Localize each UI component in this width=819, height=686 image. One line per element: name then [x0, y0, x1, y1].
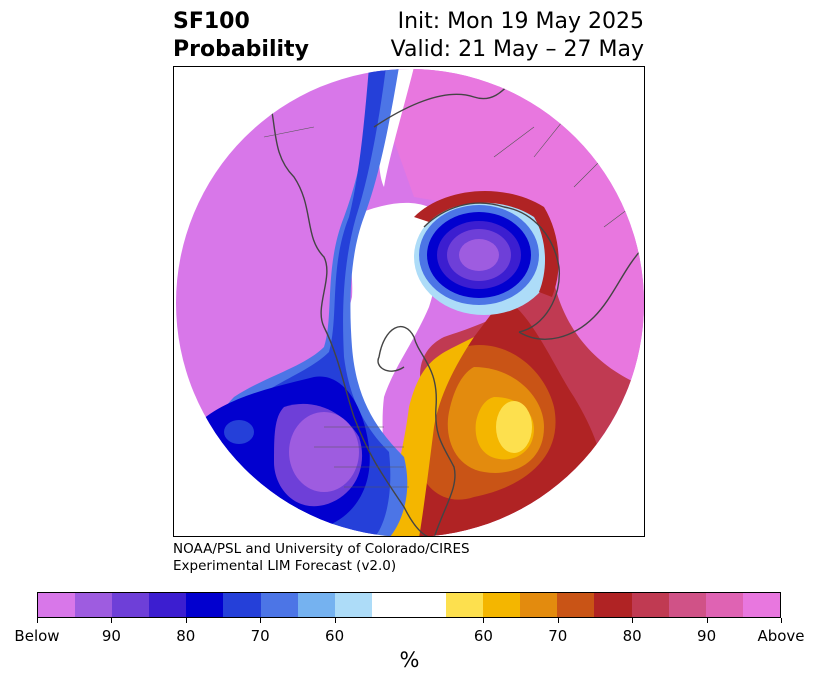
colorbar-segment — [334, 593, 372, 617]
colorbar-tick-label: 80 — [622, 627, 642, 645]
colorbar-tick — [632, 618, 634, 623]
colorbar-tick — [37, 618, 38, 623]
variable-name: SF100 — [173, 9, 250, 34]
colorbar-segment — [371, 593, 409, 617]
eurasia-borders — [493, 106, 644, 228]
colorbar-tick-label: 90 — [697, 627, 717, 645]
colorbar-segment — [742, 593, 780, 617]
colorbar-tick — [260, 618, 262, 623]
colorbar-tick — [334, 618, 336, 623]
colorbar-segment — [149, 593, 187, 617]
credit-text: NOAA/PSL and University of Colorado/CIRE… — [173, 541, 470, 575]
hudson-bay — [377, 325, 415, 372]
forecast-dates: Init: Mon 19 May 2025 Valid: 21 May – 27… — [391, 8, 644, 64]
north-america-east-coast — [413, 336, 456, 536]
scandinavia-coast — [518, 246, 644, 340]
colorbar-tick — [185, 618, 187, 623]
arctic-trough-center — [459, 239, 499, 271]
colorbar-segment — [75, 593, 113, 617]
colorbar-segment — [705, 593, 743, 617]
colorbar-tick — [111, 618, 113, 623]
colorbar-tick-label: Above — [757, 627, 805, 645]
credit-line-2: Experimental LIM Forecast (v2.0) — [173, 558, 397, 574]
colorbar-tick — [781, 618, 782, 623]
colorbar-tick-label: 90 — [101, 627, 121, 645]
colorbar-segment — [297, 593, 335, 617]
colorbar-tick-label: 60 — [473, 627, 493, 645]
colorbar-segment — [631, 593, 669, 617]
arctic-warm-arc — [414, 190, 559, 297]
credit-line-1: NOAA/PSL and University of Colorado/CIRE… — [173, 541, 470, 557]
colorbar-tick — [483, 618, 485, 623]
probability-field — [176, 69, 644, 536]
arctic-coast — [423, 202, 560, 333]
colorbar-tick-label: 70 — [548, 627, 568, 645]
colorbar-segment — [223, 593, 261, 617]
north-america-west-coast — [253, 69, 435, 536]
us-state-lines — [314, 426, 409, 488]
valid-dates: Valid: 21 May – 27 May — [390, 37, 644, 62]
colorbar-tick-label: 70 — [250, 627, 270, 645]
colorbar-segment — [446, 593, 484, 617]
map-title: SF100 Probability — [173, 8, 309, 64]
colorbar-segment — [112, 593, 150, 617]
init-date: Init: Mon 19 May 2025 — [397, 9, 644, 34]
colorbar-unit: % — [399, 648, 420, 672]
colorbar-segment — [186, 593, 224, 617]
colorbar-segment — [594, 593, 632, 617]
colorbar-segment — [260, 593, 298, 617]
colorbar-tick — [706, 618, 708, 623]
atlantic-max-center — [496, 401, 532, 453]
colorbar-tick-label: Below — [14, 627, 60, 645]
pacific-blue-spot — [224, 420, 254, 444]
colorbar-segment — [38, 593, 76, 617]
variable-subtitle: Probability — [173, 37, 309, 62]
colorbar-segment — [520, 593, 558, 617]
colorbar-tick — [557, 618, 559, 623]
colorbar-segment — [483, 593, 521, 617]
forecast-map — [173, 66, 645, 537]
colorbar — [37, 592, 781, 618]
polar-projection-map — [176, 69, 644, 536]
colorbar-segment — [557, 593, 595, 617]
colorbar-segment — [408, 593, 447, 617]
colorbar-segment — [668, 593, 706, 617]
colorbar-tick-label: 60 — [325, 627, 345, 645]
colorbar-ticks: Below 90 80 70 60 60 70 80 90 Above — [14, 618, 805, 645]
coastlines — [253, 69, 644, 536]
western-us-core — [289, 412, 359, 492]
colorbar-tick-label: 80 — [176, 627, 196, 645]
